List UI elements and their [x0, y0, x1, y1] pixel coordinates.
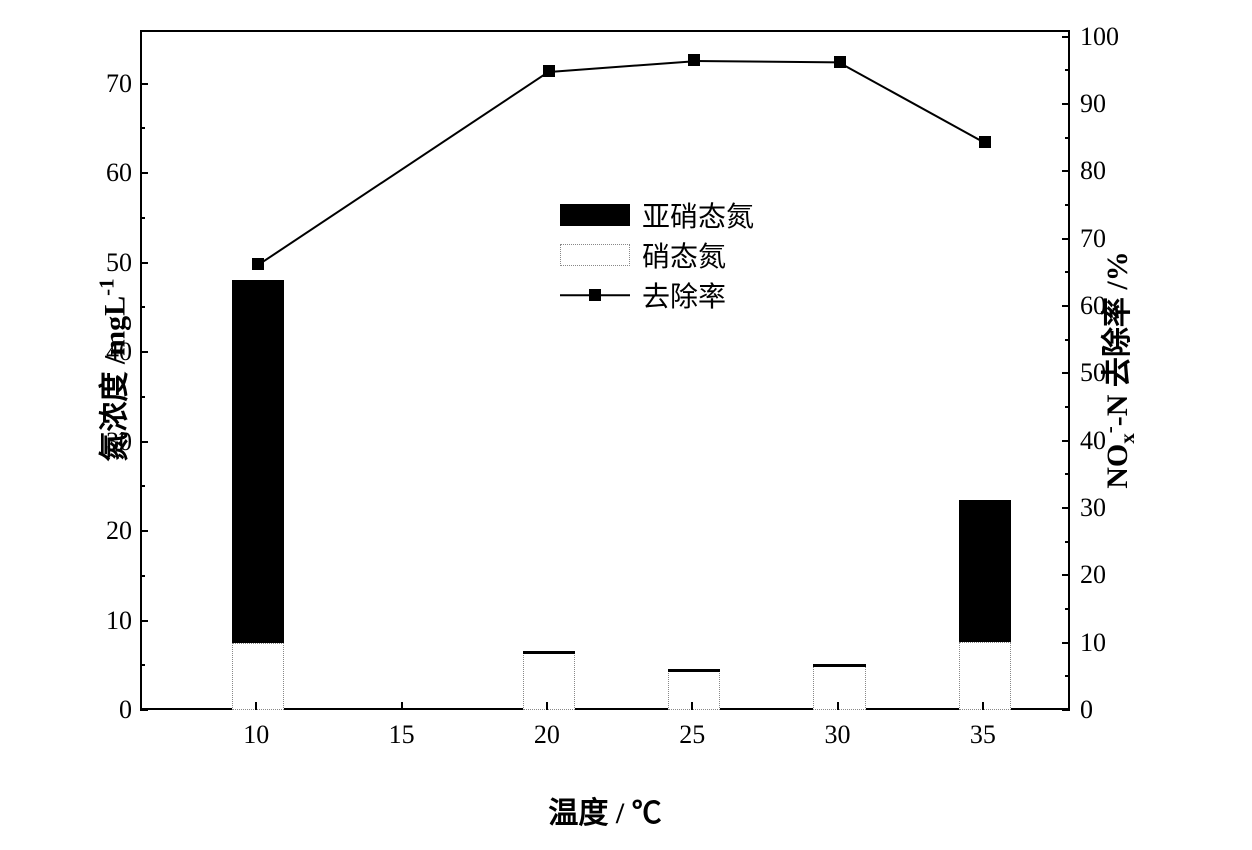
legend-swatch-nitrate [560, 244, 630, 266]
y2-tick-label: 40 [1080, 426, 1150, 456]
y2-tick [1062, 103, 1070, 105]
y2-tick [1062, 170, 1070, 172]
y2-minor-tick [1065, 69, 1070, 71]
x-tick [982, 702, 984, 710]
x-tick-label: 25 [679, 720, 705, 750]
x-tick [401, 702, 403, 710]
y2-minor-tick [1065, 137, 1070, 139]
y2-minor-tick [1065, 541, 1070, 543]
bar-nitrite [232, 280, 284, 643]
y1-tick-label: 20 [82, 516, 132, 546]
x-axis-label: 温度 / ℃ [140, 788, 1070, 832]
plot-area [140, 30, 1070, 710]
legend-label-nitrate: 硝态氮 [642, 235, 726, 275]
y2-tick [1062, 372, 1070, 374]
x-tick [837, 702, 839, 710]
removal-line-segment [258, 71, 549, 265]
y2-tick-label: 0 [1080, 695, 1150, 725]
y1-tick [140, 709, 148, 711]
y1-tick [140, 351, 148, 353]
y1-tick-label: 10 [82, 606, 132, 636]
y2-tick [1062, 440, 1070, 442]
y1-minor-tick [140, 306, 145, 308]
removal-marker [252, 258, 264, 270]
chart-container: 氮浓度 /mgL-1 NOx--N 去除率 /% 温度 / ℃ 亚硝态氮 硝态氮… [0, 0, 1252, 850]
y2-tick [1062, 574, 1070, 576]
removal-line-segment [839, 62, 985, 143]
legend-swatch-removal [560, 284, 630, 306]
y2-minor-tick [1065, 608, 1070, 610]
y2-minor-tick [1065, 406, 1070, 408]
x-tick-label: 15 [389, 720, 415, 750]
y1-minor-tick [140, 396, 145, 398]
y1-tick [140, 441, 148, 443]
y1-tick [140, 83, 148, 85]
y2-tick-label: 20 [1080, 560, 1150, 590]
legend-label-nitrite: 亚硝态氮 [642, 195, 754, 235]
y2-tick-label: 90 [1080, 89, 1150, 119]
bar-nitrate [232, 643, 284, 710]
bar-nitrite [959, 500, 1011, 642]
legend-label-removal: 去除率 [642, 275, 726, 315]
y2-tick-label: 100 [1080, 22, 1150, 52]
y2-tick-label: 70 [1080, 224, 1150, 254]
y2-minor-tick [1065, 339, 1070, 341]
legend-item-nitrite: 亚硝态氮 [560, 195, 754, 235]
y1-minor-tick [140, 664, 145, 666]
y1-minor-tick [140, 217, 145, 219]
y2-tick [1062, 238, 1070, 240]
legend-item-nitrate: 硝态氮 [560, 235, 754, 275]
y2-minor-tick [1065, 473, 1070, 475]
y2-minor-tick [1065, 204, 1070, 206]
bar-nitrate [959, 642, 1011, 710]
removal-marker [543, 65, 555, 77]
y2-tick [1062, 507, 1070, 509]
bar-nitrate [668, 670, 720, 710]
x-tick-label: 30 [825, 720, 851, 750]
y2-minor-tick [1065, 675, 1070, 677]
bar-nitrite [813, 664, 865, 667]
y1-minor-tick [140, 575, 145, 577]
legend: 亚硝态氮 硝态氮 去除率 [560, 195, 754, 315]
y1-tick [140, 172, 148, 174]
removal-marker [979, 136, 991, 148]
removal-line-segment [549, 60, 694, 72]
y2-tick-label: 10 [1080, 628, 1150, 658]
y1-minor-tick [140, 485, 145, 487]
x-tick-label: 20 [534, 720, 560, 750]
y2-tick [1062, 642, 1070, 644]
removal-marker [834, 56, 846, 68]
y1-minor-tick [140, 127, 145, 129]
removal-line-segment [694, 60, 839, 63]
y2-minor-tick [1065, 271, 1070, 273]
bar-nitrite [523, 651, 575, 654]
y1-tick-label: 60 [82, 158, 132, 188]
y2-tick-label: 80 [1080, 156, 1150, 186]
x-tick-label: 35 [970, 720, 996, 750]
y1-tick [140, 530, 148, 532]
y2-tick [1062, 709, 1070, 711]
y2-tick [1062, 36, 1070, 38]
x-tick [546, 702, 548, 710]
bar-nitrate [523, 653, 575, 710]
bar-nitrate [813, 665, 865, 710]
legend-swatch-nitrite [560, 204, 630, 226]
y2-tick [1062, 305, 1070, 307]
legend-item-removal: 去除率 [560, 275, 754, 315]
y1-tick-label: 50 [82, 248, 132, 278]
x-tick-label: 10 [243, 720, 269, 750]
y2-tick-label: 50 [1080, 358, 1150, 388]
y1-tick [140, 262, 148, 264]
y1-tick-label: 40 [82, 337, 132, 367]
y1-tick-label: 0 [82, 695, 132, 725]
y1-tick-label: 30 [82, 427, 132, 457]
y1-tick [140, 620, 148, 622]
x-tick [255, 702, 257, 710]
y2-tick-label: 60 [1080, 291, 1150, 321]
y2-tick-label: 30 [1080, 493, 1150, 523]
x-tick [691, 702, 693, 710]
y1-tick-label: 70 [82, 69, 132, 99]
removal-marker [688, 54, 700, 66]
bar-nitrite [668, 669, 720, 672]
